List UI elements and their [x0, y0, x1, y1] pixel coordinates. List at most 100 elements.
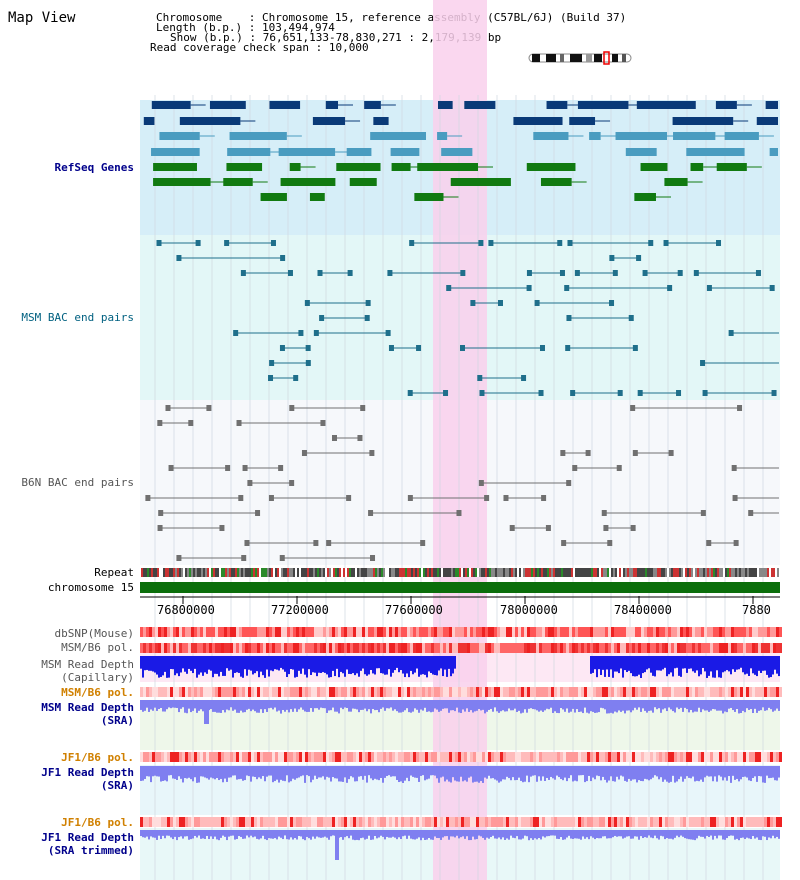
msm-bac-pair-end	[567, 240, 573, 246]
repeat-element	[227, 568, 229, 577]
heat-cell	[650, 687, 653, 697]
track-label-jf1-depth-trimmed[interactable]: JF1 Read Depth (SRA trimmed)	[41, 831, 134, 857]
depth-bar	[254, 700, 256, 712]
repeat-element	[559, 568, 561, 577]
heat-cell	[158, 817, 161, 827]
depth-bar	[642, 700, 644, 709]
heat-cell	[710, 687, 713, 697]
depth-bar	[250, 766, 252, 782]
depth-bar	[264, 830, 266, 840]
repeat-element	[423, 568, 425, 577]
depth-bar	[152, 700, 154, 711]
depth-bar	[390, 656, 392, 677]
depth-bar	[170, 700, 172, 709]
depth-bar	[246, 700, 248, 710]
heat-cell	[731, 643, 734, 653]
b6n-bac-pair-end	[346, 495, 352, 501]
heat-cell	[491, 627, 494, 637]
heat-cell	[140, 627, 143, 637]
depth-bar	[388, 656, 390, 670]
depth-bar	[682, 656, 684, 669]
depth-bar	[394, 766, 396, 777]
heat-cell	[482, 752, 485, 762]
depth-bar	[446, 830, 448, 837]
axis-tick-label: 7880	[742, 603, 771, 617]
depth-bar	[754, 656, 756, 675]
msm-bac-pair-end	[268, 375, 274, 381]
repeat-element	[425, 568, 427, 577]
heat-cell	[380, 752, 383, 762]
depth-bar	[650, 830, 652, 838]
depth-bar	[644, 700, 646, 711]
depth-bar	[186, 656, 188, 674]
depth-bar	[452, 700, 454, 711]
depth-bar	[698, 700, 700, 708]
heat-cell	[533, 687, 536, 697]
msm-bac-pair-end	[416, 345, 422, 351]
heat-cell	[485, 627, 488, 637]
heat-cell	[458, 643, 461, 653]
depth-bar	[166, 766, 168, 782]
heat-cell	[383, 687, 386, 697]
depth-bar	[162, 766, 164, 781]
repeat-element	[495, 568, 497, 577]
heat-cell	[167, 687, 170, 697]
heat-cell	[428, 687, 431, 697]
track-label-chromosome[interactable]: chromosome 15	[47, 581, 134, 594]
track-label-msm-depth-capillary[interactable]: MSM Read Depth (Capillary)	[41, 658, 134, 684]
heat-cell	[698, 817, 701, 827]
depth-bar	[340, 830, 342, 838]
track-label-jf1-depth-sra[interactable]: JF1 Read Depth (SRA)	[41, 766, 134, 792]
depth-bar	[546, 700, 548, 709]
heat-cell	[656, 752, 659, 762]
heat-cell	[572, 643, 575, 653]
depth-bar	[372, 766, 374, 781]
track-label-dbsnp[interactable]: dbSNP(Mouse)	[54, 627, 134, 640]
track-label-msm-bac[interactable]: MSM BAC end pairs	[21, 311, 134, 324]
depth-bar	[612, 700, 614, 714]
track-label-msm-depth-sra[interactable]: MSM Read Depth (SRA)	[41, 701, 134, 727]
heat-cell	[302, 687, 305, 697]
depth-bar	[178, 766, 180, 777]
depth-bar	[152, 766, 154, 777]
heat-cell	[725, 643, 728, 653]
heat-cell	[317, 687, 320, 697]
track-label-jf1-pol-2[interactable]: JF1/B6 pol.	[61, 816, 134, 829]
depth-bar	[396, 766, 398, 780]
depth-bar	[670, 830, 672, 839]
depth-bar	[682, 766, 684, 782]
chromosome-ideogram[interactable]	[528, 51, 634, 65]
heat-cell	[383, 817, 386, 827]
track-label-msm-b6-pol-sra[interactable]: MSM/B6 pol.	[61, 686, 134, 699]
depth-bar	[402, 656, 404, 674]
msm-bac-pair-end	[364, 315, 370, 321]
track-label-msm-b6-pol[interactable]: MSM/B6 pol.	[61, 641, 134, 654]
track-label-refseq[interactable]: RefSeq Genes	[54, 161, 134, 174]
depth-bar	[180, 700, 182, 709]
track-label-repeat[interactable]: Repeat	[94, 566, 134, 579]
depth-bar	[282, 700, 284, 710]
heat-cell	[599, 643, 602, 653]
depth-bar	[688, 766, 690, 778]
depth-bar	[292, 830, 294, 840]
heat-cell	[308, 627, 311, 637]
heat-cell	[458, 817, 461, 827]
depth-bar	[716, 656, 718, 671]
heat-cell	[497, 817, 500, 827]
heat-cell	[419, 627, 422, 637]
track-label-jf1-pol-1[interactable]: JF1/B6 pol.	[61, 751, 134, 764]
depth-bar	[358, 656, 360, 677]
heat-cell	[173, 687, 176, 697]
heat-cell	[380, 643, 383, 653]
depth-bar	[274, 766, 276, 782]
depth-bar	[750, 830, 752, 840]
gene-feature	[227, 148, 271, 156]
depth-bar	[628, 700, 630, 711]
repeat-element	[655, 568, 657, 577]
heat-cell	[581, 817, 584, 827]
heat-cell	[758, 643, 761, 653]
heat-cell	[515, 687, 518, 697]
track-label-b6n-bac[interactable]: B6N BAC end pairs	[21, 476, 134, 489]
heat-cell	[332, 643, 335, 653]
